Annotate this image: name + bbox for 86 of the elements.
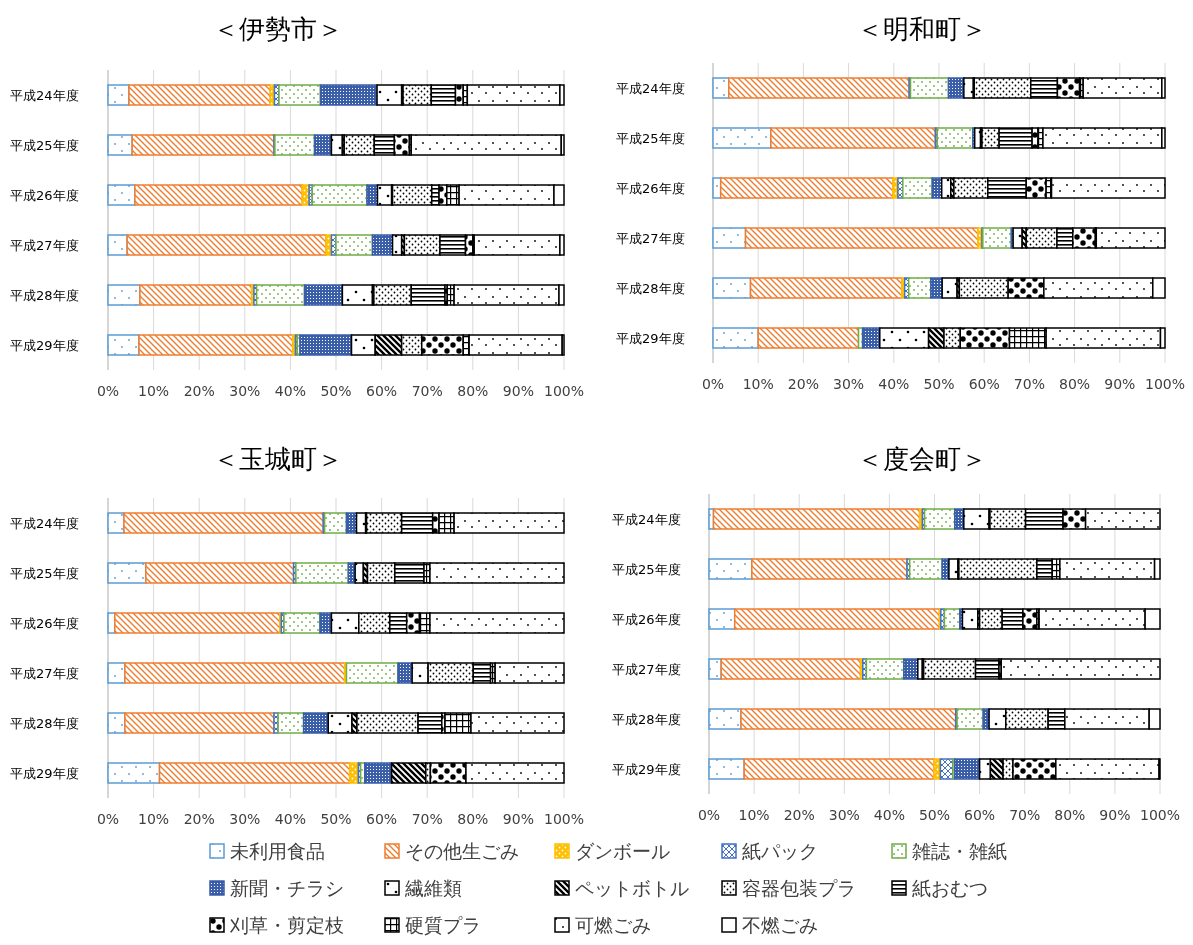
x-tick-label: 50% [320,811,352,827]
x-tick-label: 30% [833,376,865,392]
x-tick-label: 50% [320,383,352,399]
legend-label: 繊維類 [404,877,462,899]
x-tick-label: 30% [229,383,261,399]
y-tick-label: 平成26年度 [10,188,79,203]
y-tick-label: 平成29年度 [616,331,685,346]
x-tick-label: 100% [1139,807,1181,823]
x-tick-label: 80% [457,811,489,827]
x-tick-label: 70% [1013,376,1045,392]
y-tick-label: 平成27年度 [10,238,79,253]
x-tick-label: 30% [828,807,860,823]
x-tick-label: 80% [1059,376,1091,392]
legend-label: 容器包装プラ [742,877,856,899]
y-tick-label: 平成29年度 [612,762,681,777]
x-tick-label: 70% [411,811,443,827]
x-tick-label: 10% [138,811,170,827]
x-tick-label: 40% [873,807,905,823]
x-tick-label: 40% [274,383,306,399]
x-tick-label: 10% [138,383,170,399]
x-tick-label: 100% [1144,376,1186,392]
y-tick-label: 平成24年度 [10,516,79,531]
x-tick-label: 60% [366,811,398,827]
x-tick-label: 60% [964,807,996,823]
x-tick-label: 40% [274,811,306,827]
legend-label: ペットボトル [575,877,689,899]
x-tick-label: 20% [183,811,215,827]
x-tick-label: 40% [878,376,910,392]
chart-title: ＜玉城町＞ [213,444,343,474]
x-tick-label: 20% [787,376,819,392]
x-tick-label: 30% [229,811,261,827]
y-tick-label: 平成25年度 [10,566,79,581]
y-tick-label: 平成29年度 [10,766,79,781]
x-tick-label: 70% [411,383,443,399]
x-tick-label: 0% [96,383,120,399]
chart-title: ＜伊勢市＞ [213,14,343,44]
y-tick-label: 平成25年度 [612,562,681,577]
y-tick-label: 平成28年度 [10,716,79,731]
y-tick-label: 平成24年度 [612,512,681,527]
x-tick-label: 100% [543,383,585,399]
y-tick-label: 平成29年度 [10,338,79,353]
legend-label: その他生ごみ [405,840,519,862]
x-tick-label: 0% [701,376,725,392]
y-tick-label: 平成28年度 [612,712,681,727]
y-tick-label: 平成26年度 [612,612,681,627]
legend-label: 硬質プラ [405,914,481,936]
chart-title: ＜明和町＞ [857,14,987,44]
y-tick-label: 平成28年度 [10,288,79,303]
x-tick-label: 20% [783,807,815,823]
y-tick-label: 平成28年度 [616,281,685,296]
y-tick-label: 平成26年度 [10,616,79,631]
legend-label: 紙パック [742,840,818,862]
y-tick-label: 平成27年度 [10,666,79,681]
x-tick-label: 70% [1009,807,1041,823]
x-tick-label: 100% [543,811,585,827]
x-tick-label: 60% [366,383,398,399]
legend-label: 新聞・チラシ [230,877,344,899]
y-tick-label: 平成27年度 [616,231,685,246]
y-tick-label: 平成24年度 [616,81,685,96]
y-tick-label: 平成25年度 [616,131,685,146]
legend-label: 雑誌・雑紙 [912,840,1007,862]
legend-label: 不燃ごみ [742,914,818,936]
legend-label: 未利用食品 [230,840,325,862]
legend-label: 紙おむつ [912,877,988,899]
legend-label: 刈草・剪定枝 [229,914,344,936]
x-tick-label: 60% [968,376,1000,392]
x-tick-label: 0% [96,811,120,827]
x-tick-label: 10% [738,807,770,823]
x-tick-label: 50% [918,807,951,823]
x-tick-label: 90% [502,383,534,399]
x-tick-label: 10% [742,376,774,392]
y-tick-label: 平成25年度 [10,138,79,153]
x-tick-label: 80% [457,383,489,399]
x-tick-label: 80% [1054,807,1086,823]
x-tick-label: 90% [502,811,534,827]
x-tick-label: 90% [1104,376,1136,392]
x-tick-label: 90% [1099,807,1131,823]
chart-title: ＜度会町＞ [857,444,987,474]
y-tick-label: 平成24年度 [10,88,79,103]
x-tick-label: 20% [183,383,215,399]
y-tick-label: 平成26年度 [616,181,685,196]
x-tick-label: 0% [697,807,721,823]
legend-label: 可燃ごみ [575,914,651,936]
x-tick-label: 50% [923,376,955,392]
y-tick-label: 平成27年度 [612,662,681,677]
legend-label: ダンボール [575,840,670,862]
